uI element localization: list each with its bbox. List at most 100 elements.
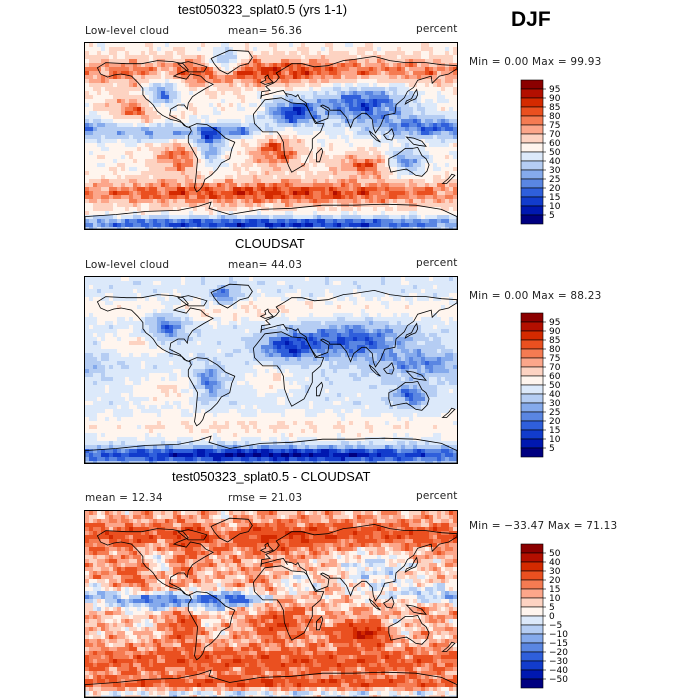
- colorbar-3-swatch: [520, 552, 544, 563]
- colorbar-2-swatch: [520, 438, 544, 449]
- panel-3-map-coastline-greenland: [210, 517, 253, 543]
- panel-1-variable-label: Low-level cloud: [85, 25, 170, 37]
- colorbar-3-swatch: [520, 588, 544, 599]
- panel-2-map-coastline-south-america: [187, 357, 236, 427]
- panel-3-map-coastline-madagascar: [316, 615, 324, 631]
- colorbar-2-tick-label: 15: [549, 426, 560, 436]
- colorbar-1-swatch: [520, 205, 544, 216]
- colorbar-1-tick-label: 70: [549, 130, 561, 140]
- panel-3-mean-label: mean = 12.34: [85, 492, 163, 504]
- panel-2-min-max-label: Min = 0.00 Max = 88.23: [469, 290, 602, 302]
- panel-2-map-coastline-madagascar: [316, 381, 324, 397]
- panel-3-map-coastline-borneo: [382, 596, 395, 609]
- colorbar-2-tick-label: 90: [549, 327, 561, 337]
- panel-2-map: [84, 276, 458, 464]
- colorbar-1-tick-label: 5: [549, 211, 555, 221]
- colorbar-1-swatch: [520, 133, 544, 144]
- panel-1-map-coastline-uk-ireland: [259, 74, 274, 85]
- panel-3-map-coastline-australia: [388, 614, 430, 645]
- colorbar-2-tick-label: 30: [549, 399, 561, 409]
- colorbar-3-swatch: [520, 570, 544, 581]
- colorbar-3-swatch: [520, 561, 544, 572]
- colorbar-3-tick-label: 15: [549, 585, 560, 595]
- panel-1-map-coastline-new-guinea: [405, 136, 427, 147]
- colorbar-3-swatch: [520, 597, 544, 608]
- colorbar-2-tick-label: 60: [549, 372, 561, 382]
- colorbar-1-swatch: [520, 196, 544, 207]
- colorbar-3-tick-label: 5: [549, 603, 555, 613]
- colorbar-3-tick-label: −5: [549, 621, 562, 631]
- panel-2-map-coastline-baffin-island: [177, 295, 208, 307]
- colorbar-2-swatch: [520, 348, 544, 359]
- panel-2-map-coastline-sumatra: [368, 364, 381, 377]
- panel-2-map-coastline-greenland: [210, 283, 253, 309]
- panel-3-map-coastline-new-zealand: [441, 641, 456, 652]
- panel-3-map-coastline-uk-ireland: [259, 542, 274, 553]
- panel-2-units-label: percent: [416, 257, 458, 269]
- panel-2-map-coastline-new-guinea: [405, 370, 427, 381]
- panel-1-units-label: percent: [416, 23, 458, 35]
- colorbar-3-tick-label: 50: [549, 549, 561, 559]
- panel-1-map-coastline-australia: [388, 146, 430, 177]
- panel-2-map-coastline-australia: [388, 380, 430, 411]
- panel-1-map-coastline-borneo: [382, 128, 395, 141]
- panel-1-map-coastline-africa: [252, 97, 325, 173]
- colorbar-2-tick-label: 75: [549, 354, 560, 364]
- colorbar-1-swatch: [520, 106, 544, 117]
- panel-3-map-coastline-north-america: [96, 528, 215, 597]
- colorbar-1-swatch: [520, 124, 544, 135]
- colorbar-2-swatch: [520, 420, 544, 431]
- colorbar-2-swatch: [520, 384, 544, 395]
- colorbar-3-tick-label: 20: [549, 576, 561, 586]
- colorbar-3-tick-label: 30: [549, 567, 561, 577]
- panel-2-map-coastline-uk-ireland: [259, 308, 274, 319]
- colorbar-2-swatch: [520, 411, 544, 422]
- panel-1-map-coastline-new-zealand: [441, 173, 456, 184]
- panel-2-map-coastline-new-zealand: [441, 407, 456, 418]
- colorbar-2-tick-label: 20: [549, 417, 561, 427]
- panel-1-map-coastline-baffin-island: [177, 61, 208, 73]
- panel-1-map-field: [85, 43, 457, 229]
- colorbar-2-swatch: [520, 429, 544, 440]
- colorbar-2-tick-label: 70: [549, 363, 561, 373]
- panel-2-map-coastline-africa: [252, 331, 325, 407]
- colorbar-1-tick-label: 90: [549, 94, 561, 104]
- colorbar-3-tick-label: −10: [549, 630, 568, 640]
- colorbar-1-swatch: [520, 169, 544, 180]
- panel-1-map: [84, 42, 458, 230]
- colorbar-3-swatch: [520, 579, 544, 590]
- colorbar-3-tick-label: 0: [549, 612, 555, 622]
- season-label: DJF: [511, 8, 551, 31]
- panel-3-map-coastline-eurasia: [260, 523, 457, 602]
- colorbar-3-tick-label: −20: [549, 648, 568, 658]
- panel-1-min-max-label: Min = 0.00 Max = 99.93: [469, 56, 602, 68]
- colorbar-3-swatch: [520, 660, 544, 671]
- panel-1-map-coastline-greenland: [210, 49, 253, 75]
- colorbar-2-swatch: [520, 447, 544, 458]
- colorbar-1-tick-label: 10: [549, 202, 561, 212]
- colorbar-1-tick-label: 75: [549, 121, 560, 131]
- colorbar-1-tick-label: 30: [549, 166, 561, 176]
- panel-3-map-coastline-japan: [404, 556, 419, 573]
- colorbar-2-swatch: [520, 375, 544, 386]
- panel-3-map-coastline-south-america: [187, 591, 236, 661]
- colorbar-3-swatch: [520, 669, 544, 680]
- colorbar-3-swatch: [520, 642, 544, 653]
- colorbar-2-swatch: [520, 393, 544, 404]
- panel-3-map-coastlines: [85, 517, 457, 697]
- panel-1-map-coastlines: [85, 49, 457, 229]
- colorbar-3-swatch: [520, 624, 544, 635]
- panel-1-map-coastline-madagascar: [316, 147, 324, 163]
- colorbar-1-tick-label: 40: [549, 157, 561, 167]
- colorbar-2-tick-label: 40: [549, 390, 561, 400]
- colorbar-1-swatch: [520, 151, 544, 162]
- panel-2-map-coastline-north-america: [96, 294, 215, 363]
- colorbar-3-tick-label: −15: [549, 639, 568, 649]
- panel-1-map-coastline-sumatra: [368, 130, 381, 143]
- colorbar-3-swatch: [520, 651, 544, 662]
- colorbar-2-tick-label: 85: [549, 336, 560, 346]
- panel-3-units-label: percent: [416, 490, 458, 502]
- panel-2-map-field: [85, 277, 457, 463]
- panel-2-map-coastline-borneo: [382, 362, 395, 375]
- panel-3-map-coastline-new-guinea: [405, 604, 427, 615]
